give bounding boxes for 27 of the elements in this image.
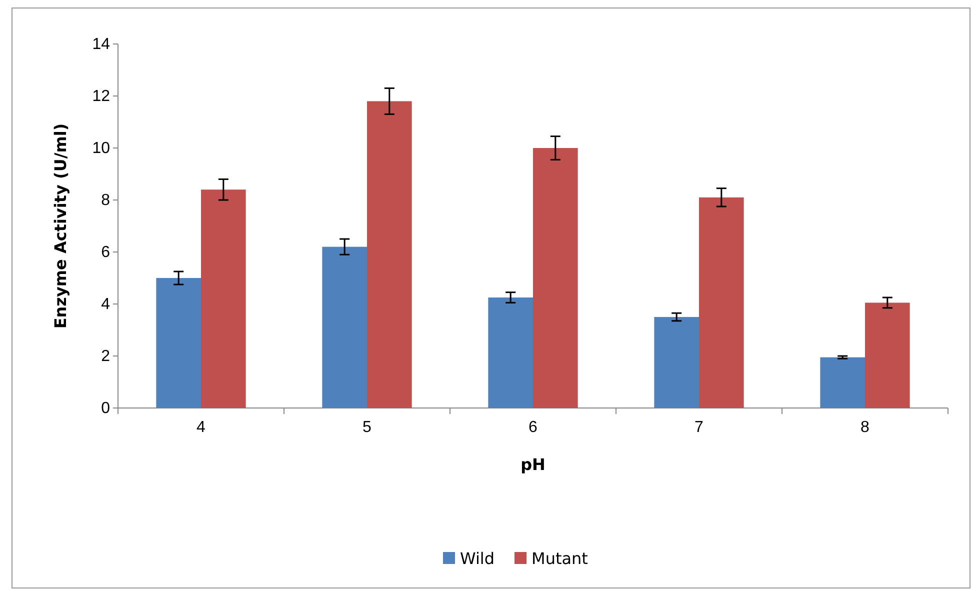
x-tick-label: 6 <box>528 418 538 436</box>
y-axis-title: Enzyme Activity (U/ml) <box>51 123 70 329</box>
y-tick-label: 0 <box>101 400 110 418</box>
bar <box>156 278 201 408</box>
x-axis-title: pH <box>520 455 546 474</box>
bar <box>820 357 865 408</box>
y-tick-label: 10 <box>92 140 110 158</box>
bar <box>322 246 367 408</box>
bar <box>201 190 246 408</box>
y-tick-label: 12 <box>92 88 110 106</box>
legend-label: Mutant <box>532 549 588 568</box>
legend-label: Wild <box>460 549 495 568</box>
bar <box>533 148 578 408</box>
y-tick-label: 8 <box>101 192 110 210</box>
x-tick-label: 8 <box>860 418 870 436</box>
x-tick-label: 4 <box>196 418 206 436</box>
bar <box>488 298 533 408</box>
y-tick-label: 4 <box>101 296 110 314</box>
bar <box>654 317 699 408</box>
x-tick-label: 7 <box>694 418 704 436</box>
y-tick-label: 14 <box>92 36 110 54</box>
bar <box>699 197 744 408</box>
bar <box>865 302 910 408</box>
x-tick-label: 5 <box>362 418 372 436</box>
y-tick-label: 2 <box>101 348 110 366</box>
bar <box>367 101 412 408</box>
y-tick-label: 6 <box>101 244 110 262</box>
